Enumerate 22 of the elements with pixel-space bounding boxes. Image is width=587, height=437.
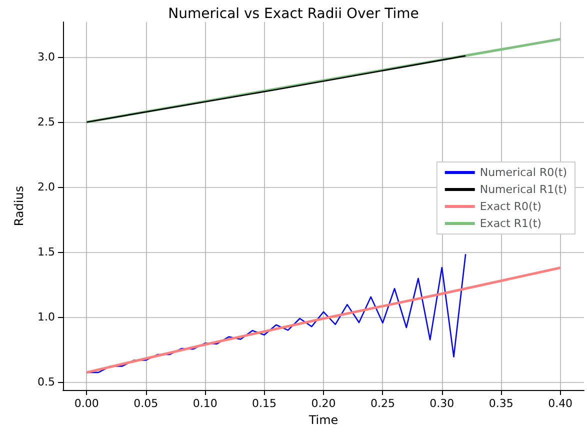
legend-label: Numerical R1(t): [480, 183, 567, 196]
chart-title: Numerical vs Exact Radii Over Time: [168, 6, 419, 22]
x-tick-label: 0.15: [252, 397, 277, 410]
y-tick-label: 3.0: [38, 50, 55, 64]
x-tick-label: 0.40: [548, 397, 573, 410]
x-tick-label: 0.25: [370, 397, 395, 410]
legend-label: Exact R0(t): [480, 200, 542, 213]
x-tick-label: 0.30: [430, 397, 454, 410]
y-tick-label: 2.0: [38, 180, 55, 194]
y-tick-label: 2.5: [38, 116, 55, 129]
x-tick-label: 0.05: [134, 397, 158, 410]
legend-label: Exact R1(t): [480, 217, 542, 230]
y-axis-title: Radius: [12, 186, 26, 226]
y-tick-label: 0.5: [38, 376, 55, 389]
x-tick-label: 0.20: [311, 397, 336, 410]
x-tick-label: 0.00: [74, 397, 99, 410]
y-tick-label: 1.5: [38, 246, 55, 259]
legend-label: Numerical R0(t): [480, 166, 567, 179]
y-tick-label: 1.0: [38, 310, 55, 324]
x-axis-title: Time: [308, 413, 338, 427]
x-tick-label: 0.10: [192, 397, 218, 410]
x-tick-label: 0.35: [488, 397, 514, 410]
